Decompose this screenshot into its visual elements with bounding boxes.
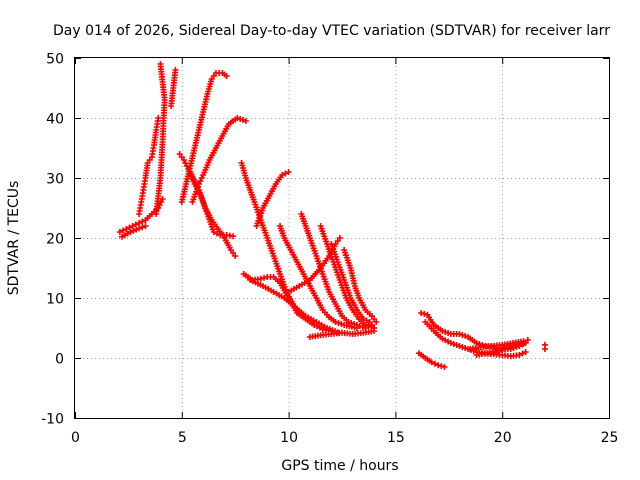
data-point (230, 233, 237, 240)
data-point (345, 319, 352, 325)
data-point (136, 220, 143, 226)
data-point (428, 359, 435, 366)
data-point (257, 275, 264, 282)
x-tick-label: 20 (494, 430, 512, 446)
data-point (139, 218, 146, 225)
x-axis-label: GPS time / hours (281, 458, 398, 474)
data-point (210, 229, 217, 235)
data-point (439, 328, 446, 334)
data-point (356, 323, 363, 329)
data-point (360, 316, 367, 322)
x-tick-label: 10 (280, 430, 298, 446)
data-point (348, 320, 355, 326)
x-tick-label: 25 (601, 430, 619, 446)
data-point (362, 322, 369, 328)
data-point (453, 342, 460, 348)
data-point (500, 345, 507, 352)
data-point (476, 341, 483, 347)
data-point (282, 170, 289, 177)
data-points (116, 61, 548, 370)
data-point (136, 225, 143, 232)
data-point (285, 169, 292, 175)
y-tick-label: 40 (46, 112, 64, 128)
y-tick-label: 20 (46, 232, 64, 248)
data-point (155, 115, 162, 121)
y-axis-label: SDTVAR / TECUs (6, 181, 22, 296)
data-point (541, 341, 548, 348)
data-point (456, 343, 463, 349)
data-point (240, 117, 247, 123)
chart-title: Day 014 of 2026, Sidereal Day-to-day VTE… (53, 23, 610, 39)
data-point (516, 352, 523, 358)
data-point (242, 118, 249, 124)
data-point (139, 224, 146, 231)
data-point (459, 344, 466, 350)
data-point (279, 172, 286, 178)
data-point (509, 342, 516, 349)
data-point (123, 226, 130, 232)
data-point (142, 223, 149, 229)
data-point (456, 331, 463, 337)
data-point (157, 61, 164, 67)
data-point (524, 337, 531, 343)
data-point (351, 321, 358, 327)
data-point (336, 235, 343, 241)
data-point (473, 340, 480, 346)
data-point (335, 320, 342, 326)
data-point (450, 341, 457, 347)
data-point (234, 115, 241, 121)
data-point (431, 360, 438, 367)
data-point (447, 340, 454, 346)
data-point (441, 364, 448, 370)
data-point (116, 229, 123, 235)
data-point (172, 67, 179, 73)
data-point (363, 317, 370, 324)
data-point (459, 332, 466, 338)
data-point (120, 227, 127, 234)
x-tick-label: 0 (71, 430, 80, 446)
y-tick-label: -10 (41, 412, 64, 428)
data-point (126, 224, 133, 231)
x-tick-label: 15 (387, 430, 405, 446)
data-point (520, 340, 527, 347)
data-point (237, 116, 244, 122)
y-tick-label: 10 (46, 292, 64, 308)
data-point (353, 322, 360, 328)
data-point (445, 330, 452, 336)
data-point (519, 350, 526, 357)
grid (75, 58, 609, 418)
data-point (462, 333, 469, 339)
data-point (373, 319, 380, 325)
data-point (418, 310, 425, 316)
data-point (338, 321, 345, 327)
data-point (132, 221, 139, 228)
data-point (365, 323, 372, 329)
data-point (261, 274, 268, 281)
y-tick-label: 0 (55, 352, 64, 368)
data-point (438, 363, 445, 370)
data-point (332, 319, 339, 325)
data-point (494, 347, 501, 354)
data-point (462, 345, 469, 351)
data-point (503, 344, 510, 351)
data-point (442, 329, 449, 335)
x-tick-label: 5 (178, 430, 187, 446)
axis-ticks: 0 5 10 15 20 25 -10 0 10 20 30 40 50 (41, 52, 618, 447)
data-point (223, 73, 230, 79)
y-tick-label: 50 (46, 52, 64, 68)
data-point (522, 349, 529, 355)
y-tick-label: 30 (46, 172, 64, 188)
data-point (232, 253, 239, 259)
data-point (435, 362, 442, 369)
plot-frame (74, 57, 610, 419)
data-point (421, 310, 428, 317)
data-point (371, 328, 378, 334)
